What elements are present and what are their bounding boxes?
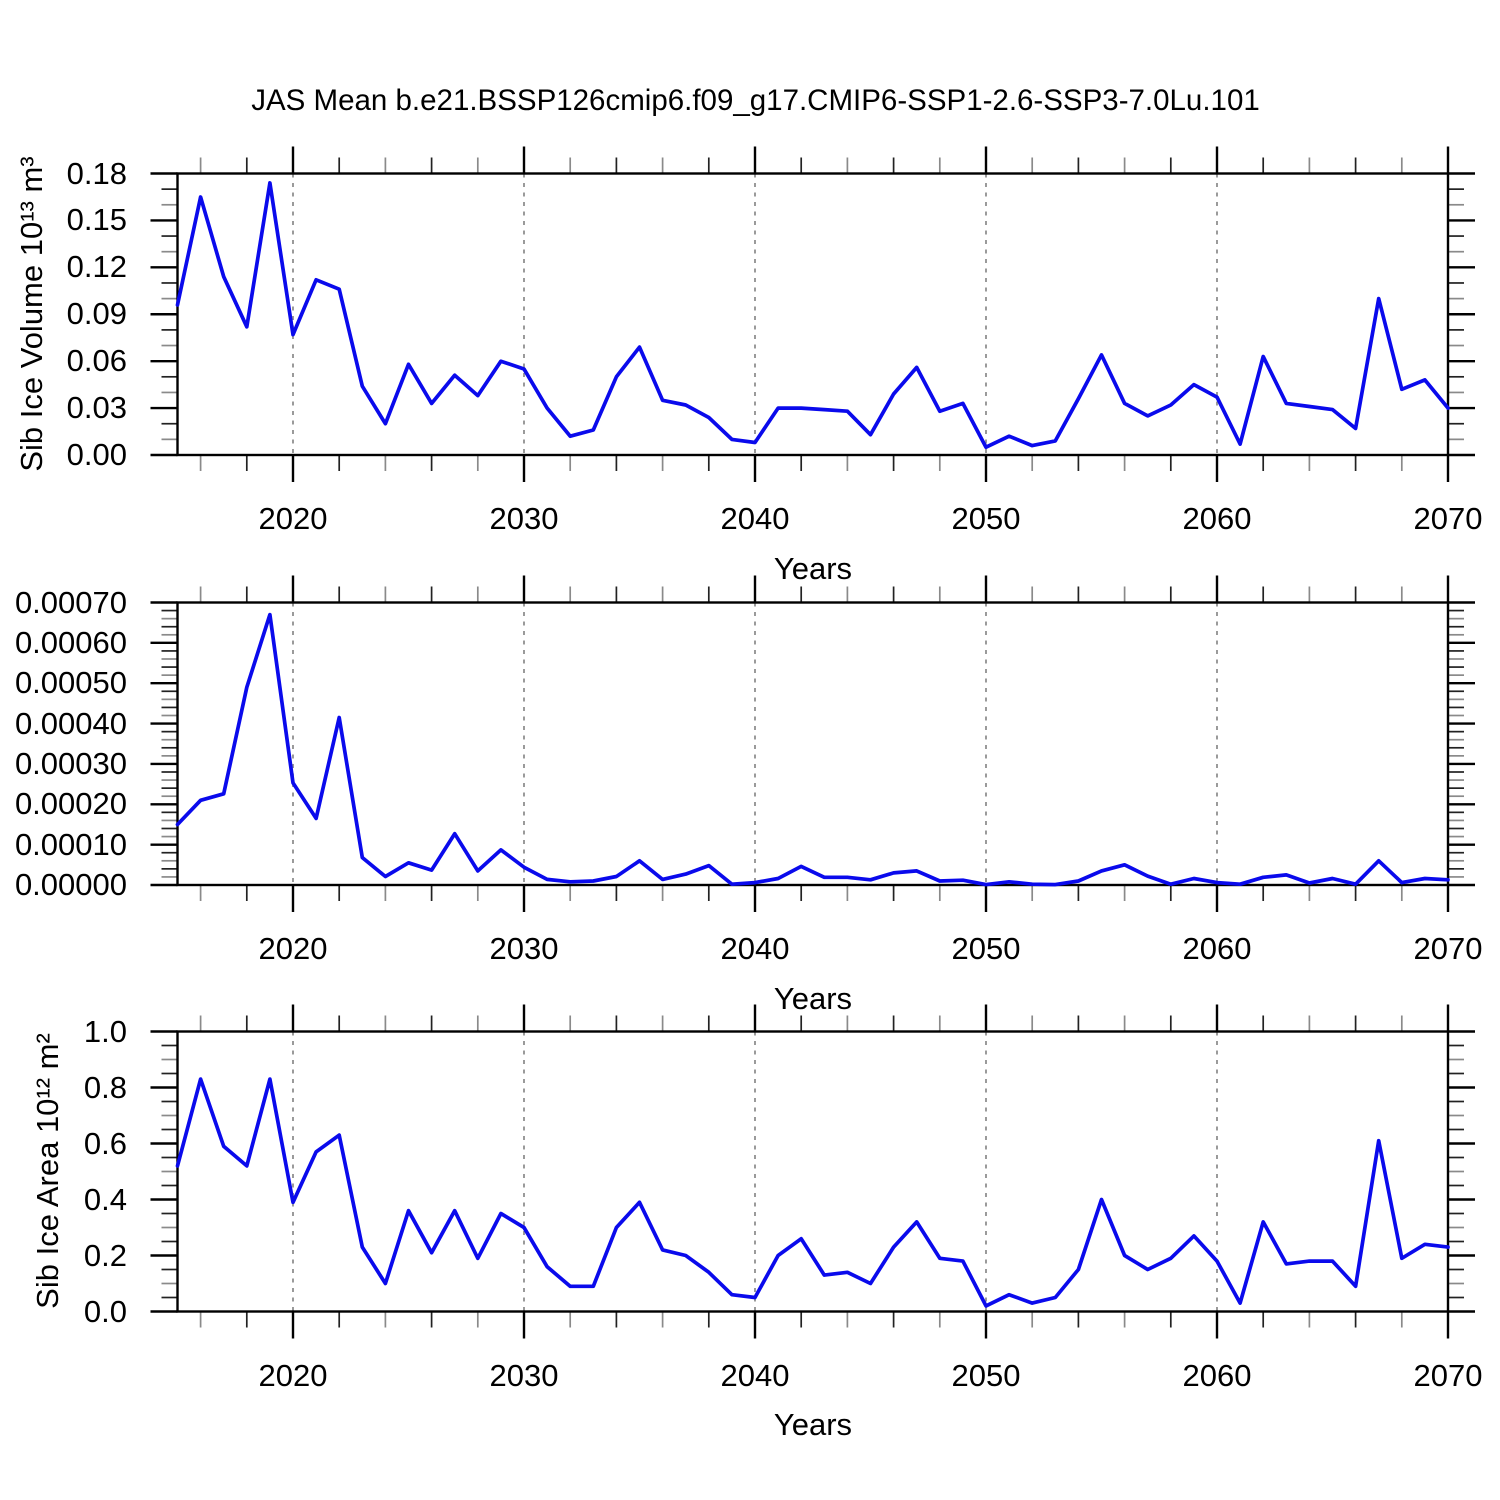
- x-tick-label: 2040: [720, 931, 790, 966]
- x-tick-label: 2020: [258, 1357, 328, 1393]
- y-tick-label: 0.00030: [14, 745, 127, 781]
- y-tick-label: 0.12: [66, 249, 127, 285]
- x-tick-label: 2030: [489, 931, 559, 966]
- y-tick-label: 0.00020: [14, 786, 127, 822]
- plot-box-sib-ice-volume: [176, 172, 1450, 457]
- x-tick-label: 2020: [258, 931, 328, 966]
- x-tick-label: 2030: [489, 1357, 559, 1393]
- y-tick-label: 0.06: [66, 343, 127, 379]
- x-axis-title-1: Years: [773, 551, 853, 586]
- y-tick-label: 0.00: [66, 437, 127, 472]
- y-tick-label: 0.00050: [14, 665, 127, 701]
- x-axis-title-2: Years: [773, 981, 853, 1016]
- x-tick-label: 2070: [1413, 501, 1483, 536]
- chart-title: JAS Mean b.e21.BSSP126cmip6.f09_g17.CMIP…: [251, 84, 1260, 117]
- y-tick-label: 0.00040: [14, 705, 127, 741]
- x-tick-label: 2070: [1413, 1357, 1483, 1393]
- y-tick-label: 0.00060: [14, 624, 127, 660]
- x-tick-label: 2050: [951, 931, 1021, 966]
- x-tick-label: 2040: [720, 1357, 790, 1393]
- y-tick-label: 0.03: [66, 390, 127, 426]
- x-tick-label: 2020: [258, 501, 328, 536]
- x-tick-label: 2050: [951, 501, 1021, 536]
- y-tick-label: 0.00070: [14, 584, 127, 620]
- data-line-sib-ice-area: [175, 1077, 1450, 1308]
- x-tick-label: 2050: [951, 1357, 1021, 1393]
- y-tick-label: 0.00010: [14, 826, 127, 862]
- x-tick-label: 2040: [720, 501, 790, 536]
- data-line-sib-ice-volume: [175, 181, 1450, 450]
- y-tick-label: 0.4: [83, 1181, 127, 1217]
- y-tick-label: 0.2: [83, 1237, 127, 1273]
- y-tick-label: 0.6: [83, 1125, 127, 1161]
- y-tick-label: 0.0: [83, 1293, 127, 1329]
- x-tick-label: 2030: [489, 501, 559, 536]
- y-tick-label: 0.8: [83, 1069, 127, 1105]
- plot-box-sib-ice-area: [176, 1030, 1450, 1313]
- y-tick-label: 0.09: [66, 296, 127, 332]
- y-tick-label: 0.18: [66, 155, 127, 191]
- x-tick-label: 2060: [1182, 1357, 1252, 1393]
- y-tick-label: 0.15: [66, 202, 127, 238]
- x-axis-title-3: Years: [773, 1407, 853, 1442]
- x-tick-label: 2060: [1182, 931, 1252, 966]
- x-tick-label: 2070: [1413, 931, 1483, 966]
- x-tick-label: 2060: [1182, 501, 1252, 536]
- y-axis-title-area: Sib Ice Area 10¹² m²: [30, 1033, 65, 1309]
- y-tick-label: 1.0: [83, 1013, 127, 1049]
- plot-box-sib-ice-volume-tendency: [176, 601, 1450, 887]
- data-line-sib-ice-volume-tendency: [175, 612, 1450, 887]
- y-tick-label: 0.00000: [14, 867, 127, 902]
